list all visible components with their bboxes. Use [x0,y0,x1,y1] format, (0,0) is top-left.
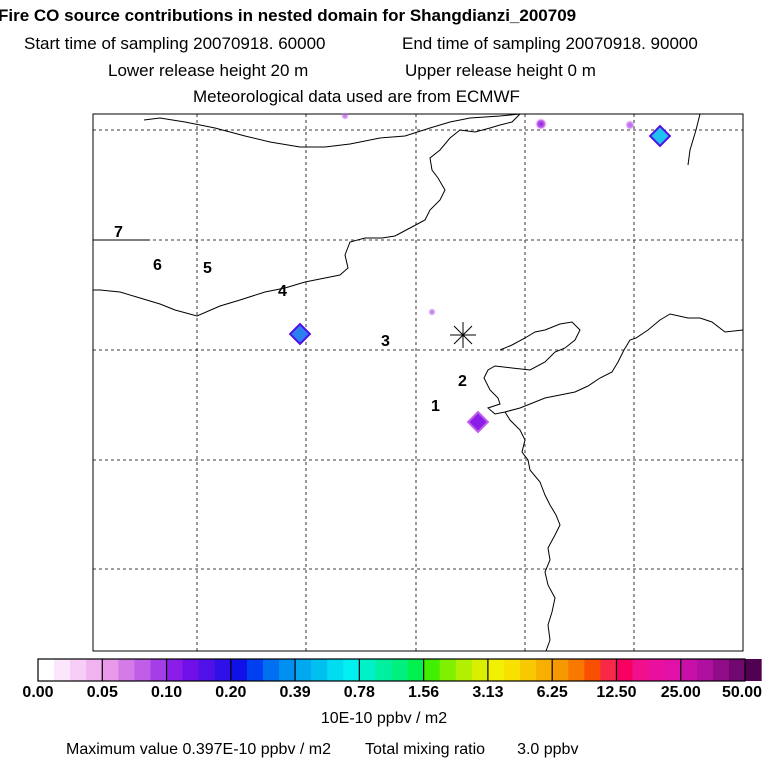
colorbar-cell [487,659,505,681]
colorbar-cell [70,659,87,681]
colorbar-tick-label: 25.00 [660,684,701,701]
colorbar-tick-label: 3.13 [472,684,504,701]
colorbar-tick-label: 0.05 [86,684,118,701]
colorbar-cell [166,659,184,681]
total-mixing-value: 3.0 ppbv [517,741,579,758]
colorbar-cell [86,659,103,681]
colorbar-cell [696,659,714,681]
hotspot-4 [535,118,547,130]
colorbar-cell [150,659,168,681]
colorbar-tick-label: 0.10 [150,684,183,701]
colorbar-cell [343,659,360,681]
colorbar-cell [745,659,762,681]
colorbar-cell [471,659,489,681]
time-label-2: 2 [458,373,467,390]
colorbar-cell [423,659,441,681]
colorbar-cell [102,659,119,681]
colorbar-cell [134,659,152,681]
colorbar-tick-label: 50.00 [721,684,763,701]
colorbar-cell [584,659,601,681]
source-hotspots [288,112,672,434]
colorbar-cell [632,659,650,681]
colorbar-cell [536,659,553,681]
lower-release-label: Lower release height 20 m [108,61,309,80]
colorbar-cell [664,659,682,681]
colorbar-cell [680,659,698,681]
grid-lines [93,114,743,651]
colorbar-cell [54,659,71,681]
time-label-7: 7 [114,224,123,241]
colorbar-tick-label: 1.56 [408,684,440,701]
time-label-5: 5 [203,260,212,277]
hotspot-6 [341,112,349,120]
colorbar-tick-label: 6.25 [536,684,568,701]
colorbar-cell [295,659,312,681]
time-label-4: 4 [278,283,287,300]
colorbar-cell [375,659,393,681]
colorbar-cell [246,659,264,681]
colorbar-cell [311,659,328,681]
colorbar-cell [616,659,634,681]
hotspot-5 [625,120,635,130]
hotspot-3 [466,410,490,434]
colorbar-cell [38,659,55,681]
colorbar-cell [568,659,585,681]
map-frame [92,113,744,652]
footer: Maximum value 0.397E-10 ppbv / m2 Total m… [66,741,578,759]
time-label-3: 3 [381,333,390,350]
coastlines-borders [93,113,744,652]
start-time-label: Start time of sampling 20070918. 60000 [24,34,326,53]
colorbar-frame [37,658,746,682]
colorbar-cell [262,659,280,681]
colorbar-cell [552,659,569,681]
colorbar-cell [439,659,457,681]
colorbar-units: 10E-10 ppbv / m2 [320,710,448,727]
colorbar-cell [214,659,232,681]
colorbar-cell [455,659,473,681]
colorbar-cell [407,659,425,681]
colorbar-cell [648,659,666,681]
upper-release-label: Upper release height 0 m [405,61,596,80]
colorbar-tick-label: 0.00 [22,684,54,701]
colorbar-cell [503,659,521,681]
colorbar-cell [182,659,200,681]
time-label-1: 1 [431,398,440,415]
colorbar-tick-label: 0.39 [279,684,311,701]
colorbar-cell [359,659,377,681]
site-marker-asterisk [450,322,476,348]
colorbar-cell [391,659,409,681]
colorbar-cell [198,659,216,681]
colorbar [37,658,762,682]
colorbar-cell [327,659,344,681]
time-label-6: 6 [153,257,162,274]
met-data-label: Meteorological data used are from ECMWF [193,87,520,106]
colorbar-cell [728,659,746,681]
hotspot-1 [288,322,312,346]
colorbar-tick-label: 0.20 [215,684,247,701]
time-labels: 1 2 3 4 5 6 7 [114,224,467,415]
colorbar-cell [230,659,248,681]
colorbar-cell [520,659,537,681]
colorbar-cell [600,659,618,681]
end-time-label: End time of sampling 20070918. 90000 [402,34,698,53]
colorbar-cell [279,659,296,681]
colorbar-cell [712,659,730,681]
colorbar-cell [118,659,136,681]
hotspot-2 [648,124,672,148]
chart-title: Fire CO source contributions in nested d… [0,6,577,25]
colorbar-tick-label: 12.50 [596,684,637,701]
max-value-label: Maximum value 0.397E-10 ppbv / m2 [66,741,332,758]
total-mixing-label: Total mixing ratio [365,741,486,758]
hotspot-7 [428,308,436,316]
colorbar-tick-label: 0.78 [343,684,375,701]
